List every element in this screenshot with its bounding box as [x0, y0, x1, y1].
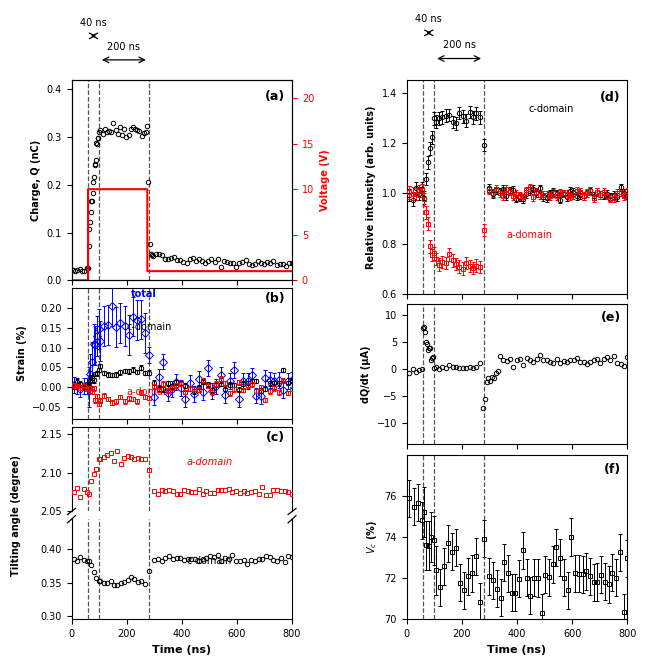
Text: 40 ns: 40 ns: [415, 14, 442, 24]
Text: a-domain: a-domain: [186, 457, 232, 467]
Text: (d): (d): [600, 91, 621, 104]
Text: c-domain: c-domain: [127, 322, 172, 332]
Text: total: total: [131, 289, 157, 299]
Text: 200 ns: 200 ns: [107, 42, 140, 52]
Y-axis label: Voltage (V): Voltage (V): [320, 149, 330, 211]
Text: (f): (f): [603, 463, 621, 476]
Text: (b): (b): [265, 292, 285, 305]
Text: Tilting angle (degree): Tilting angle (degree): [11, 455, 21, 576]
Text: 200 ns: 200 ns: [443, 40, 476, 50]
Text: c-domain: c-domain: [528, 104, 573, 114]
Y-axis label: $V_c$ (%): $V_c$ (%): [365, 520, 379, 554]
Y-axis label: Relative intensity (arb. units): Relative intensity (arb. units): [366, 105, 376, 268]
Text: a-domain: a-domain: [127, 388, 173, 398]
Y-axis label: Strain (%): Strain (%): [17, 326, 27, 382]
Text: (a): (a): [265, 90, 285, 103]
Y-axis label: Charge, Q (nC): Charge, Q (nC): [31, 139, 41, 220]
Y-axis label: dQ/dt (μA): dQ/dt (μA): [361, 346, 371, 403]
Text: a-domain: a-domain: [506, 230, 552, 240]
X-axis label: Time (ns): Time (ns): [152, 645, 211, 655]
Text: 40 ns: 40 ns: [80, 18, 107, 28]
X-axis label: Time (ns): Time (ns): [488, 645, 547, 655]
Text: (e): (e): [601, 312, 621, 324]
Text: (c): (c): [266, 431, 285, 444]
Text: c-domain: c-domain: [186, 556, 231, 566]
